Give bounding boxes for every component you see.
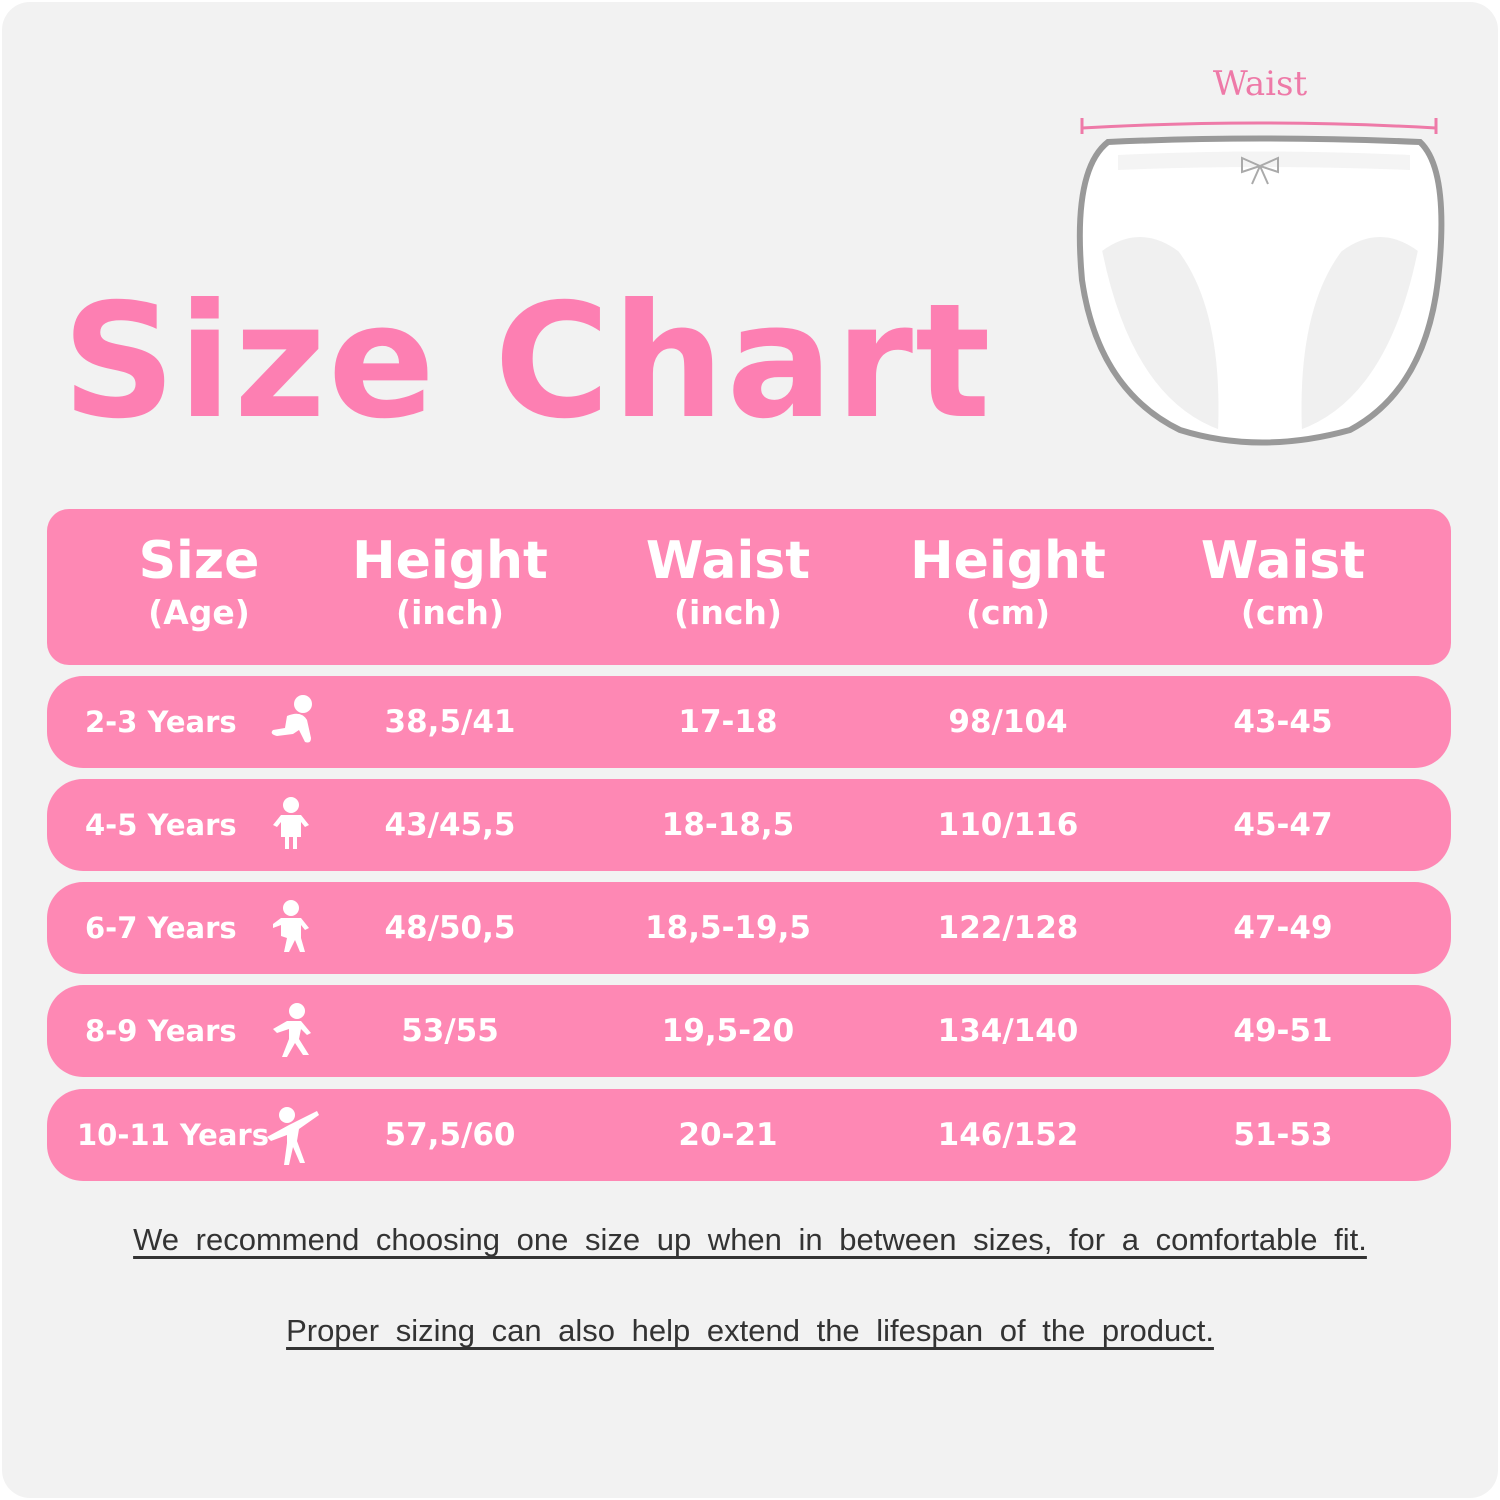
table-row: 8-9 Years 53/55 19,5-20 134/140 49-51	[47, 985, 1451, 1077]
waist-cm-cell: 43-45	[1233, 704, 1333, 740]
age-label: 6-7 Years	[85, 911, 237, 945]
header-sub: (cm)	[1240, 593, 1326, 632]
height-cm-cell: 134/140	[937, 1013, 1079, 1049]
table-row: 2-3 Years 38,5/41 17-18 98/104 43-45	[47, 676, 1451, 768]
header-sub: (inch)	[673, 593, 783, 632]
height-inch-cell: 57,5/60	[384, 1117, 516, 1153]
page-title: Size Chart	[62, 270, 993, 454]
header-size: Size (Age)	[139, 531, 260, 635]
age-label: 8-9 Years	[85, 1014, 237, 1048]
waist-inch-cell: 20-21	[678, 1117, 778, 1153]
height-inch-cell: 43/45,5	[384, 807, 516, 843]
header-waist-inch: Waist (inch)	[646, 531, 810, 635]
header-sub: (Age)	[148, 593, 250, 632]
child-running-icon	[273, 1003, 311, 1057]
sizing-note-text: We recommend choosing one size up when i…	[133, 1222, 1367, 1257]
table-row: 10-11 Years 57,5/60 20-21 146/152 51-53	[47, 1089, 1451, 1181]
crawling-baby-icon	[271, 695, 312, 743]
height-cm-cell: 98/104	[948, 704, 1068, 740]
waist-cm-cell: 45-47	[1233, 807, 1333, 843]
header-main: Height	[910, 531, 1106, 591]
waist-inch-cell: 17-18	[678, 704, 778, 740]
header-height-inch: Height (inch)	[352, 531, 548, 635]
height-cm-cell: 110/116	[937, 807, 1079, 843]
header-waist-cm: Waist (cm)	[1201, 531, 1365, 635]
table-row: 4-5 Years 43/45,5 18-18,5 110/116 45-47	[47, 779, 1451, 871]
waist-inch-cell: 19,5-20	[661, 1013, 795, 1049]
height-inch-cell: 48/50,5	[384, 910, 516, 946]
waist-inch-cell: 18,5-19,5	[645, 910, 811, 946]
height-cm-cell: 122/128	[937, 910, 1079, 946]
height-inch-cell: 38,5/41	[384, 704, 516, 740]
sizing-note: We recommend choosing one size up when i…	[0, 1222, 1500, 1258]
underwear-diagram	[1076, 118, 1445, 446]
waist-cm-cell: 47-49	[1233, 910, 1333, 946]
header-main: Waist	[645, 531, 811, 591]
header-main: Height	[352, 531, 548, 591]
header-height-cm: Height (cm)	[910, 531, 1106, 635]
height-cm-cell: 146/152	[937, 1117, 1079, 1153]
age-label: 10-11 Years	[77, 1118, 269, 1152]
age-label: 2-3 Years	[85, 705, 237, 739]
lifespan-note-text: Proper sizing can also help extend the l…	[286, 1313, 1214, 1348]
header-main: Waist	[1200, 531, 1366, 591]
header-sub: (cm)	[965, 593, 1051, 632]
header-sub: (inch)	[395, 593, 505, 632]
waist-cm-cell: 51-53	[1233, 1117, 1333, 1153]
height-inch-cell: 53/55	[401, 1013, 499, 1049]
waist-label: Waist	[1212, 64, 1308, 104]
header-main: Size	[138, 531, 260, 591]
lifespan-note: Proper sizing can also help extend the l…	[0, 1313, 1500, 1349]
waist-cm-cell: 49-51	[1233, 1013, 1333, 1049]
child-dancing-icon	[267, 1107, 319, 1165]
table-header: Size (Age) Height (inch) Waist (inch) Heigh…	[47, 509, 1451, 665]
child-walking-icon	[273, 900, 309, 952]
table-row: 6-7 Years 48/50,5 18,5-19,5 122/128 47-49	[47, 882, 1451, 974]
age-label: 4-5 Years	[85, 808, 237, 842]
waist-inch-cell: 18-18,5	[661, 807, 795, 843]
toddler-standing-icon	[273, 797, 309, 849]
